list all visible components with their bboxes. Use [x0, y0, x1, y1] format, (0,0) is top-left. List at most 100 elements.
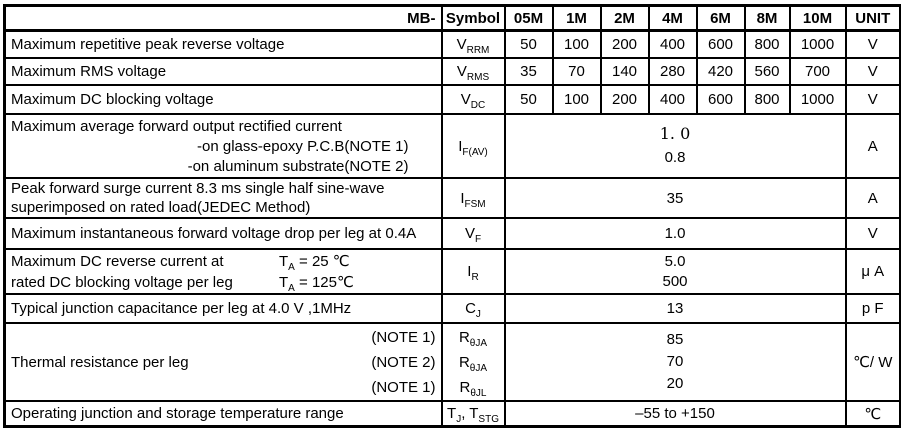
symbol-line: RθJL: [459, 378, 487, 399]
param-label: Maximum DC reverse current at rated DC b…: [3, 248, 443, 295]
unit-cell: ℃: [844, 400, 901, 428]
unit-cell: V: [844, 217, 901, 250]
unit-cell: V: [844, 84, 901, 115]
unit-cell: ℃/ W: [844, 322, 901, 402]
unit-cell: A: [844, 113, 901, 179]
row-vrms: Maximum RMS voltage VRMS 35 70 140 280 4…: [3, 57, 901, 86]
symbol-cell: VF: [440, 217, 506, 250]
maximum-ratings-table: MB- Symbol 05M 1M 2M 4M 6M 8M 10M UNIT M…: [3, 4, 901, 428]
param-line: Maximum average forward output rectified…: [11, 117, 342, 135]
value-cell: 280: [647, 57, 698, 86]
symbol-cell: IR: [440, 248, 506, 295]
value-cell: 50: [503, 29, 554, 59]
value-cell-merged: 5.0 500: [503, 248, 847, 295]
symbol-line: RθJA: [458, 328, 488, 349]
row-ifsm: Peak forward surge current 8.3 ms single…: [3, 177, 901, 219]
symbol-cell: RθJA RθJA RθJL: [440, 322, 506, 402]
unit-cell: p F: [844, 293, 901, 324]
param-label: Operating junction and storage temperatu…: [3, 400, 443, 428]
param-subline: -on aluminum substrate(NOTE 2): [187, 157, 409, 175]
row-vrrm: Maximum repetitive peak reverse voltage …: [3, 29, 901, 59]
value-line: 1. 0: [659, 124, 691, 143]
param-label: Maximum DC blocking voltage: [3, 84, 443, 115]
value-line: 5.0: [664, 252, 686, 270]
test-condition: TA = 25 ℃: [279, 252, 350, 273]
symbol-cell: VRRM: [440, 29, 506, 59]
value-cell: 140: [599, 57, 650, 86]
param-line: superimposed on rated load(JEDEC Method): [11, 199, 311, 216]
value-cell: 100: [551, 29, 602, 59]
series-prefix-header: MB-: [3, 4, 443, 32]
value-line: 85: [666, 331, 684, 348]
param-label: Maximum repetitive peak reverse voltage: [3, 29, 443, 59]
row-thermal-resistance: Thermal resistance per leg (NOTE 1) (NOT…: [3, 322, 901, 402]
param-label: Typical junction capacitance per leg at …: [3, 293, 443, 324]
row-vdc: Maximum DC blocking voltage VDC 50 100 2…: [3, 84, 901, 115]
unit-header: UNIT: [844, 4, 901, 32]
row-ifav: Maximum average forward output rectified…: [3, 113, 901, 179]
param-label: Maximum RMS voltage: [3, 57, 443, 86]
row-temperature-range: Operating junction and storage temperatu…: [3, 400, 901, 428]
symbol-header: Symbol: [440, 4, 506, 32]
symbol-cell: IF(AV): [440, 113, 506, 179]
variant-header-05m: 05M: [503, 4, 554, 32]
variant-header-10m: 10M: [788, 4, 847, 32]
param-label: Thermal resistance per leg (NOTE 1) (NOT…: [3, 322, 443, 402]
value-line: 500: [662, 272, 688, 290]
param-line: Peak forward surge current 8.3 ms single…: [11, 180, 385, 197]
unit-cell: μ A: [844, 248, 901, 295]
value-cell: 35: [503, 57, 554, 86]
value-cell-merged: 1. 0 0.8: [503, 113, 847, 179]
value-cell: 1000: [788, 29, 847, 59]
value-cell: 600: [695, 29, 746, 59]
value-line: 0.8: [664, 149, 686, 166]
symbol-cell: VDC: [440, 84, 506, 115]
value-line: 20: [666, 375, 684, 392]
value-cell: 420: [695, 57, 746, 86]
value-cell: 800: [743, 29, 791, 59]
symbol-cell: TJ, TSTG: [440, 400, 506, 428]
value-cell: 100: [551, 84, 602, 115]
value-cell: 200: [599, 84, 650, 115]
variant-header-2m: 2M: [599, 4, 650, 32]
value-cell-merged: 85 70 20: [503, 322, 847, 402]
note-ref: (NOTE 2): [371, 353, 436, 371]
symbol-cell: VRMS: [440, 57, 506, 86]
value-cell: 1000: [788, 84, 847, 115]
row-cj: Typical junction capacitance per leg at …: [3, 293, 901, 324]
value-cell: 50: [503, 84, 554, 115]
variant-header-4m: 4M: [647, 4, 698, 32]
value-cell: 560: [743, 57, 791, 86]
value-line: 70: [666, 353, 684, 370]
value-cell: 400: [647, 29, 698, 59]
param-label: Maximum average forward output rectified…: [3, 113, 443, 179]
value-cell-merged: 13: [503, 293, 847, 324]
value-cell: 600: [695, 84, 746, 115]
note-ref: (NOTE 1): [371, 378, 436, 396]
value-cell-merged: 1.0: [503, 217, 847, 250]
note-ref: (NOTE 1): [371, 328, 436, 346]
variant-header-1m: 1M: [551, 4, 602, 32]
value-cell-merged: 35: [503, 177, 847, 219]
value-cell: 70: [551, 57, 602, 86]
symbol-cell: IFSM: [440, 177, 506, 219]
param-label: Maximum instantaneous forward voltage dr…: [3, 217, 443, 250]
param-subline: -on glass-epoxy P.C.B(NOTE 1): [197, 137, 409, 155]
test-condition: TA = 125℃: [279, 273, 354, 294]
param-line: Maximum DC reverse current at: [11, 252, 224, 270]
param-line: rated DC blocking voltage per leg: [11, 273, 233, 291]
unit-cell: V: [844, 57, 901, 86]
value-cell: 200: [599, 29, 650, 59]
unit-cell: A: [844, 177, 901, 219]
value-cell: 800: [743, 84, 791, 115]
unit-cell: V: [844, 29, 901, 59]
header-row: MB- Symbol 05M 1M 2M 4M 6M 8M 10M UNIT: [3, 4, 901, 32]
variant-header-8m: 8M: [743, 4, 791, 32]
symbol-cell: CJ: [440, 293, 506, 324]
symbol-line: RθJA: [458, 353, 488, 374]
param-label: Peak forward surge current 8.3 ms single…: [3, 177, 443, 219]
param-line: Thermal resistance per leg: [11, 353, 189, 371]
value-cell: 400: [647, 84, 698, 115]
variant-header-6m: 6M: [695, 4, 746, 32]
row-vf: Maximum instantaneous forward voltage dr…: [3, 217, 901, 250]
